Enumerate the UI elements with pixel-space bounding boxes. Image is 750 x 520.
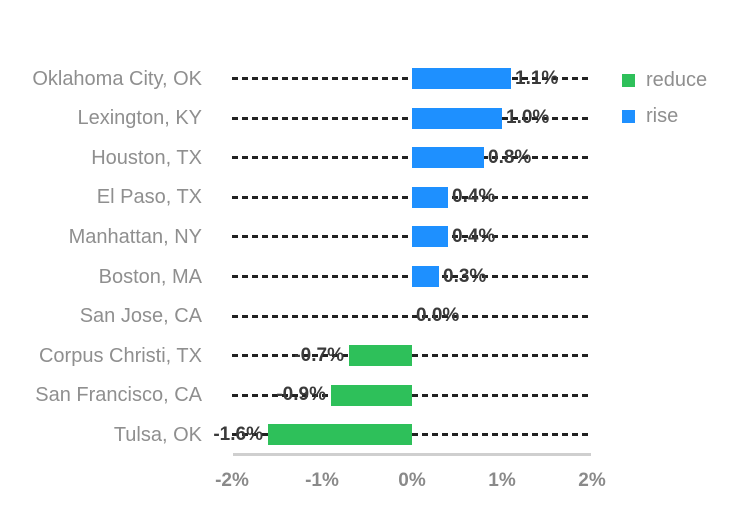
legend-label-reduce: reduce [646, 69, 708, 91]
rise-swatch [622, 109, 635, 123]
bar-rise [412, 266, 439, 287]
x-tick-label: 2% [578, 470, 606, 491]
x-axis-line [233, 453, 591, 456]
row-gridline [232, 393, 592, 397]
value-label: 0.4% [452, 186, 496, 208]
category-label: San Francisco, CA [35, 384, 202, 407]
value-label: 0.3% [443, 265, 487, 287]
x-tick-label: 1% [488, 470, 516, 491]
value-label: 1.0% [506, 107, 550, 129]
value-label: 1.1% [515, 67, 559, 89]
value-label: -0.9% [276, 384, 326, 406]
category-label: Manhattan, NY [68, 225, 202, 248]
legend: reduce rise [622, 67, 707, 129]
category-label: Tulsa, OK [113, 423, 202, 446]
row-gridline [232, 354, 592, 358]
category-label: El Paso, TX [96, 186, 202, 209]
legend-item-reduce: reduce [622, 67, 707, 93]
value-label: -0.7% [294, 344, 344, 366]
value-label: 0.0% [416, 305, 460, 327]
bar-rise [412, 107, 502, 129]
category-label: Lexington, KY [77, 107, 202, 130]
bar-reduce [349, 345, 412, 367]
category-label: Boston, MA [98, 265, 202, 288]
row-gridline [232, 433, 592, 437]
legend-label-rise: rise [646, 105, 679, 127]
category-label: Corpus Christi, TX [38, 344, 202, 367]
bar-rise [412, 226, 448, 248]
bar-rise [412, 68, 511, 89]
legend-item-rise: rise [622, 103, 707, 129]
category-label: San Jose, CA [79, 305, 202, 328]
value-label: 0.8% [488, 146, 532, 168]
category-label: Oklahoma City, OK [32, 67, 202, 90]
row-gridline [232, 314, 592, 318]
x-tick-label: -1% [305, 470, 339, 491]
x-tick-label: -2% [215, 470, 249, 491]
reduce-swatch [622, 73, 635, 87]
value-label: -1.6% [213, 423, 263, 445]
x-tick-label: 0% [398, 470, 426, 491]
bar-reduce [331, 384, 412, 406]
category-label: Houston, TX [91, 146, 202, 169]
value-label: 0.4% [452, 225, 496, 247]
bar-rise [412, 186, 448, 208]
bar-reduce [268, 424, 412, 446]
bar-rise [412, 147, 484, 169]
